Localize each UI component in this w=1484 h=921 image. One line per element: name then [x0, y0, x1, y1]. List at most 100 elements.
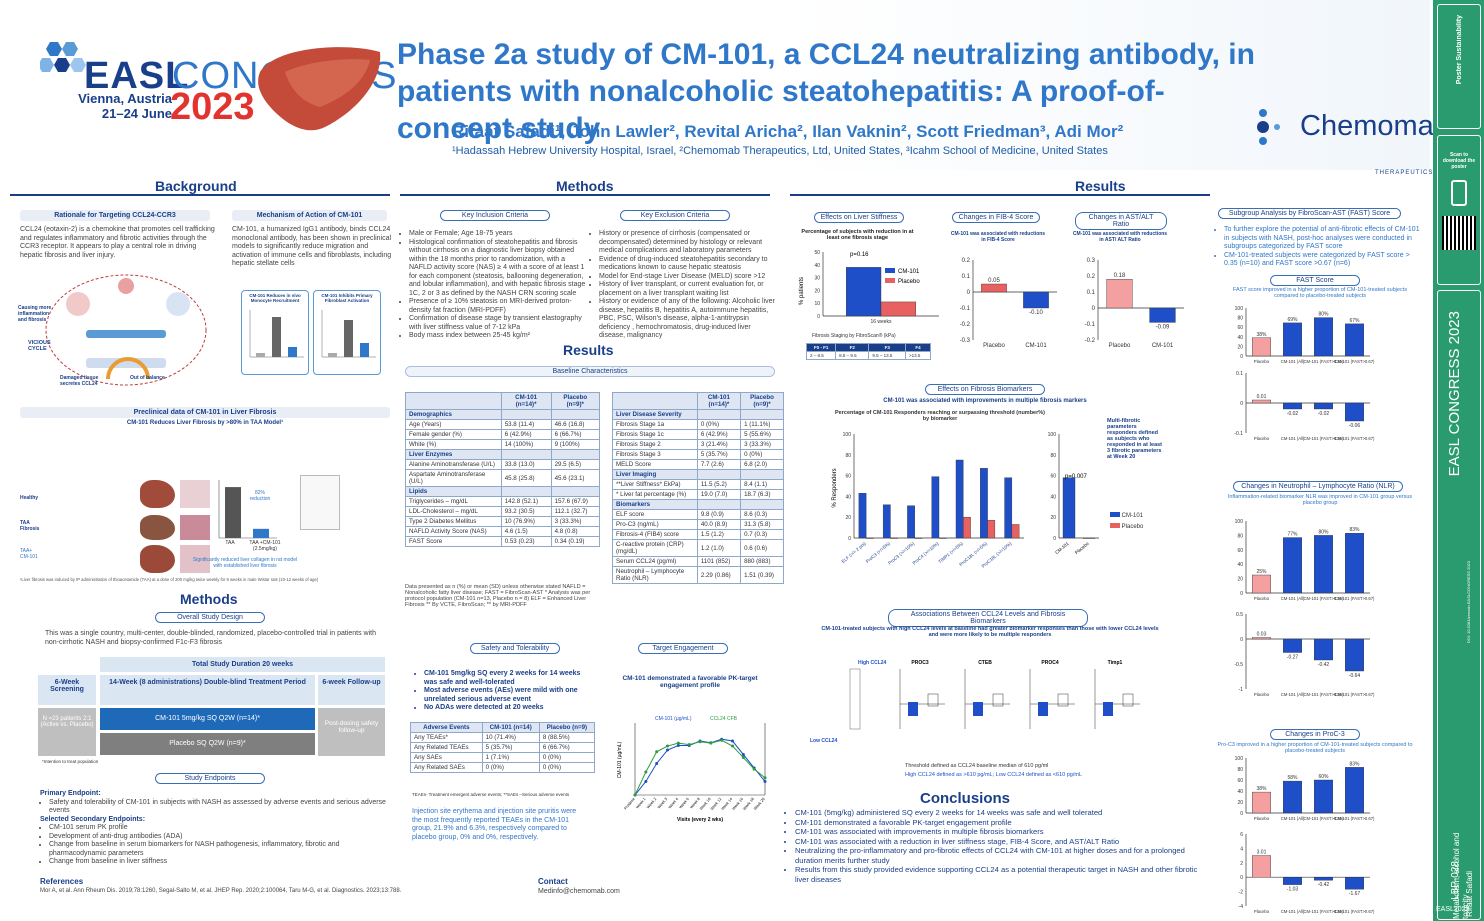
stiffness-sub: Percentage of subjects with reduction in… [801, 229, 914, 241]
table-cell: 1.51 (0.39) [740, 566, 784, 584]
multi-text: Multi-fibrotic parameters responders def… [1107, 418, 1163, 460]
chart-bar [1282, 877, 1302, 885]
design-followup: Post-dosing safety follow-up [318, 708, 385, 756]
vicious-cycle-diagram [45, 274, 207, 386]
fibro-sub: CM-101 was associated with improvements … [883, 398, 1087, 404]
chart-bar [1282, 537, 1302, 594]
chart-bar [980, 468, 988, 539]
y-axis-label: % patients [799, 277, 805, 305]
chart-bar [1313, 638, 1333, 661]
table-cell: Fibrosis Stage 1c [612, 429, 698, 440]
data-label: 58% [1287, 775, 1298, 781]
table-cell [500, 409, 552, 420]
chart-bar [1344, 767, 1364, 814]
y-tick-label: 2 [1240, 861, 1243, 867]
chart-bar [1023, 291, 1049, 309]
table-cell: Aspartate Aminotransferase (U/L) [405, 469, 502, 487]
chart-bar [987, 520, 996, 539]
table-cell: 8.6 (0.3) [740, 509, 784, 520]
y-tick-label: 30 [814, 276, 820, 282]
baseline-table-1: CM-101 (n=14)* Placebo (n=9)* Demographics… [405, 392, 601, 547]
safety-title: Safety and Tolerability [470, 643, 560, 654]
ccl-foot2: High CCL24 defined as >610 pg/mL; Low CC… [905, 772, 1083, 778]
x-tick-label: Placebo [983, 343, 1005, 349]
chemomab-logo-icon [1257, 109, 1280, 145]
x-tick-label: Placebo [1109, 343, 1131, 349]
table-cell: 4.8 (0.8) [550, 526, 601, 537]
results-heading-right: Results [1075, 178, 1126, 194]
y-tick-label: 80 [1237, 316, 1243, 322]
preclinical-bar-cm101 [253, 528, 269, 538]
stiffness-foot: Fibrosis Staging by FibroScan® (kPa) [812, 333, 896, 339]
legend-label-placebo: Placebo [898, 279, 920, 285]
chart-bar [890, 537, 898, 539]
x-tick-label: CM-101 (FAST>0.67) [1335, 816, 1376, 821]
y-tick-label: 60 [845, 474, 851, 480]
contact-email[interactable]: Medinfo@chemomab.com [538, 888, 620, 895]
y-tick-label: 10 [814, 301, 820, 307]
y-axis-label: % Responders [832, 468, 838, 507]
table-cell [740, 409, 784, 420]
table-cell: Any Related SAEs [410, 762, 483, 773]
chart-bar [865, 537, 874, 539]
table-cell: 3 (33.3%) [740, 439, 784, 450]
moa-panel-1: CM-101 Reduces in vivo Monocyte Recruitm… [241, 290, 309, 375]
chart-bar [1313, 779, 1333, 814]
legend-placebo: Placebo [1110, 523, 1143, 530]
chart-bar [1282, 402, 1302, 410]
y-tick-label: 40 [1237, 562, 1243, 568]
data-label: 77% [1287, 532, 1298, 538]
table-cell: 29.5 (6.5) [550, 459, 601, 470]
design-header: Total Study Duration 20 weeks [100, 657, 385, 672]
table-cell: 1 (11.1%) [740, 419, 784, 430]
chart-bar [1149, 307, 1176, 323]
table-cell: 6 (42.9%) [696, 429, 742, 440]
ccl-box-high [973, 702, 983, 716]
y-tick-label: -0.2 [960, 322, 971, 328]
table-cell: Liver Enzymes [405, 449, 502, 460]
phone-icon [1451, 180, 1467, 206]
contact-label: Contact [538, 877, 568, 886]
results-heading-mid: Results [563, 342, 614, 358]
authors: Rifaat Safadi¹, John Lawler², Revital Ar… [452, 122, 1124, 141]
table-cell: MELD Score [612, 459, 698, 470]
chart-bar [1313, 535, 1333, 594]
data-label: 0.03 [1257, 632, 1267, 638]
table-row: Lipids [405, 486, 601, 497]
data-label: 69% [1287, 317, 1298, 323]
ae-table: Adverse Events CM-101 (n=14) Placebo (n=9)… [410, 722, 596, 773]
exclusion-list: History or presence of cirrhosis (compen… [590, 230, 776, 341]
data-label: 83% [1349, 527, 1360, 533]
x-tick-label: Week 2 [646, 797, 657, 809]
table-row: Fibrosis Stage 1c 6 (42.9%) 5 (55.6%) [612, 429, 784, 440]
chart-bar [858, 493, 867, 539]
x-tick-label: ProC4 (>/=10%) [912, 541, 941, 566]
liver-image-cm101 [140, 545, 175, 573]
table-cell: 3 (33.3%) [550, 516, 601, 527]
x-tick-label: Week 4 [668, 797, 679, 809]
table-cell: Any TEAEs* [410, 732, 483, 743]
table-cell: 3 (21.4%) [696, 439, 742, 450]
side-congress: EASL CONGRESS 2023 [1446, 311, 1463, 477]
data-label: -0.64 [1349, 673, 1361, 679]
table-row: ELF score 9.8 (0.9) 8.6 (0.3) [612, 509, 784, 520]
data-label: 25% [1256, 569, 1267, 575]
itt-note: *Intention to treat population [42, 759, 99, 764]
table-cell: 157.6 (67.9) [550, 496, 601, 507]
refs-text: Mor A, et al. Ann Rheum Dis. 2019;78:126… [40, 888, 402, 894]
ccl-box-low [927, 693, 939, 707]
chart-bar [1252, 855, 1272, 878]
ccl-high-label: High CCL24 [858, 660, 887, 666]
table-row: Triglycerides – mg/dL 142.8 (52.1) 157.6 (… [405, 496, 601, 507]
x-tick-label: CM-101 (FAST>0.67) [1335, 909, 1376, 914]
subgroup-title: Subgroup Analysis by FibroScan-AST (FAST… [1218, 208, 1401, 219]
chart-bar [1344, 877, 1364, 890]
liver-image-taa [140, 515, 175, 540]
table-row: MELD Score 7.7 (2.6) 6.8 (2.0) [612, 459, 784, 470]
y-tick-label: 0.2 [962, 258, 971, 264]
y-tick-label: 20 [1237, 577, 1243, 583]
y-tick-label: 40 [845, 494, 851, 500]
chart-bar [1252, 637, 1272, 640]
